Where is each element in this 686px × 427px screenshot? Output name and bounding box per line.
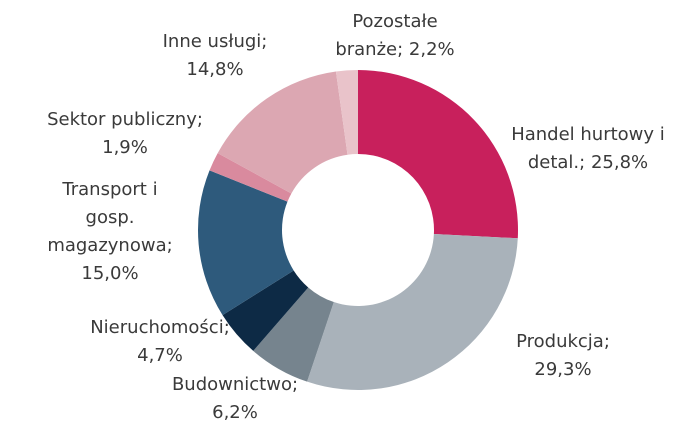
category-label: Inne usługi; (162, 31, 268, 52)
value-label: 6,2% (212, 402, 258, 423)
donut-segment (198, 170, 294, 316)
segment-label: Pozostałe branże; 2,2% (324, 8, 466, 64)
value-label: 15,0% (81, 263, 139, 284)
segment-label: Produkcja; 29,3% (507, 328, 619, 384)
segment-label: Transport i gosp. magazynowa; 15,0% (47, 176, 174, 288)
category-label: Sektor publiczny; (47, 109, 203, 130)
category-label: Budownictwo; (171, 374, 299, 395)
value-label: 14,8% (186, 59, 244, 80)
value-label: 2,2% (408, 39, 455, 60)
segment-label: Handel hurtowy i detal.; 25,8% (502, 121, 674, 177)
donut-segment (253, 287, 334, 382)
donut-segment (335, 70, 358, 155)
category-label: Transport i gosp. magazynowa; (47, 179, 173, 256)
segment-label: Nieruchomości; 4,7% (79, 314, 241, 370)
donut-segment (209, 153, 292, 202)
category-label: Handel hurtowy i detal.; (511, 124, 665, 173)
donut-segment (358, 70, 518, 239)
category-label: Nieruchomości; (90, 317, 230, 338)
value-label: 29,3% (534, 359, 592, 380)
donut-segment (307, 233, 518, 391)
segment-label: Inne usługi; 14,8% (146, 28, 284, 84)
value-label: 25,8% (590, 152, 649, 173)
category-label: Produkcja; (516, 331, 610, 352)
category-label: Pozostałe branże; (335, 11, 438, 60)
segment-label: Sektor publiczny; 1,9% (39, 106, 211, 162)
value-label: 1,9% (102, 137, 148, 158)
value-label: 4,7% (137, 345, 183, 366)
donut-segment (222, 270, 309, 351)
donut-segment (217, 71, 348, 194)
segment-label: Budownictwo; 6,2% (164, 371, 306, 427)
